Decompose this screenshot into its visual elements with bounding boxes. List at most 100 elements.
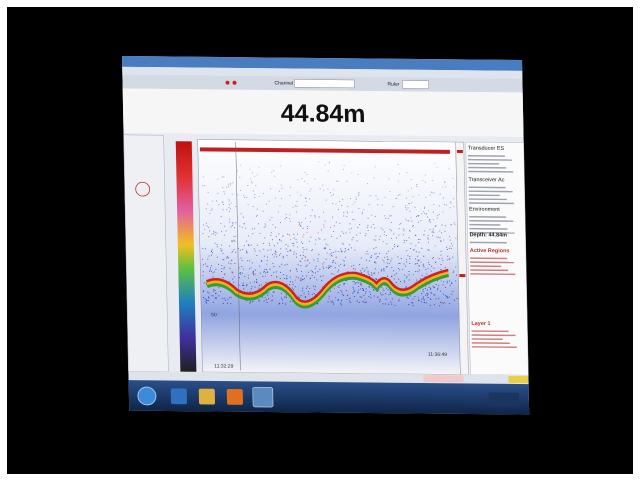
echo-dot bbox=[405, 265, 407, 267]
browser-icon[interactable] bbox=[170, 388, 188, 405]
echo-dot bbox=[226, 256, 228, 258]
echo-dot bbox=[379, 292, 381, 294]
echo-dot bbox=[343, 232, 345, 234]
echo-dot bbox=[375, 195, 377, 197]
echo-dot bbox=[262, 275, 264, 277]
echo-dot bbox=[333, 261, 335, 263]
echo-dot bbox=[375, 262, 377, 264]
echo-dot bbox=[424, 181, 426, 183]
echo-dot bbox=[289, 270, 291, 272]
echo-dot bbox=[451, 243, 453, 245]
echo-dot bbox=[385, 287, 387, 289]
side-text-line bbox=[471, 338, 503, 340]
echo-dot bbox=[402, 234, 404, 236]
echo-dot bbox=[324, 248, 326, 250]
echo-dot bbox=[221, 176, 223, 178]
echo-dot bbox=[342, 168, 344, 170]
ruler-select[interactable] bbox=[402, 80, 429, 89]
echo-dot bbox=[423, 299, 425, 301]
echo-dot bbox=[402, 268, 404, 270]
echo-dot bbox=[298, 224, 300, 226]
echo-dot bbox=[224, 225, 226, 227]
echo-dot bbox=[397, 256, 399, 258]
record-button[interactable] bbox=[225, 80, 230, 85]
echo-dot bbox=[305, 256, 307, 258]
echo-dot bbox=[254, 269, 256, 271]
echo-dot bbox=[335, 296, 337, 298]
echo-dot bbox=[324, 164, 326, 166]
channel-select[interactable] bbox=[294, 79, 355, 89]
echo-dot bbox=[431, 192, 433, 194]
echo-dot bbox=[287, 233, 289, 235]
echo-dot bbox=[378, 252, 380, 254]
echo-dot bbox=[314, 215, 316, 217]
play-button[interactable] bbox=[232, 80, 237, 85]
echo-dot bbox=[228, 198, 230, 200]
echo-dot bbox=[359, 232, 361, 234]
echo-dot bbox=[323, 224, 325, 226]
echo-dot bbox=[409, 210, 411, 212]
cursor-line bbox=[235, 141, 241, 371]
folder-icon[interactable] bbox=[198, 388, 216, 405]
echo-dot bbox=[426, 213, 428, 215]
echo-dot bbox=[242, 216, 244, 218]
echo-dot bbox=[267, 298, 270, 300]
echo-dot bbox=[440, 254, 442, 256]
echo-dot bbox=[282, 299, 284, 301]
echo-dot bbox=[418, 238, 420, 240]
echo-dot bbox=[285, 243, 287, 245]
echo-dot bbox=[300, 265, 302, 267]
echo-dot bbox=[347, 206, 349, 208]
echo-dot bbox=[359, 296, 361, 298]
side-text-line bbox=[468, 170, 514, 173]
echo-dot bbox=[221, 297, 223, 299]
echo-dot bbox=[358, 285, 360, 287]
echo-dot bbox=[409, 230, 411, 232]
echo-dot bbox=[239, 225, 241, 227]
echo-dot bbox=[331, 252, 333, 254]
echo-dot bbox=[270, 188, 272, 190]
echo-dot bbox=[247, 184, 249, 186]
echo-dot bbox=[403, 230, 405, 232]
echo-dot bbox=[353, 281, 355, 283]
color-scale bbox=[175, 141, 197, 372]
echo-dot bbox=[361, 211, 363, 213]
media-icon[interactable] bbox=[226, 388, 244, 405]
echo-dot bbox=[228, 200, 230, 202]
echo-dot bbox=[295, 211, 297, 213]
echo-dot bbox=[424, 230, 426, 232]
echo-dot bbox=[425, 285, 427, 287]
echo-dot bbox=[305, 200, 307, 202]
echo-dot bbox=[328, 265, 330, 267]
echo-dot bbox=[289, 250, 291, 252]
echo-dot bbox=[295, 256, 297, 258]
echo-dot bbox=[271, 295, 273, 297]
echo-dot bbox=[398, 234, 400, 236]
echo-dot bbox=[231, 193, 233, 195]
echo-dot bbox=[322, 263, 324, 265]
echo-dot bbox=[369, 256, 371, 258]
echo-dot bbox=[273, 266, 275, 268]
echo-dot bbox=[337, 292, 339, 294]
echo-dot bbox=[397, 245, 399, 247]
app-icon[interactable] bbox=[252, 386, 274, 408]
echo-dot bbox=[361, 296, 363, 298]
echo-dot bbox=[278, 190, 280, 192]
depth-display: 44.84m bbox=[281, 100, 366, 128]
echo-dot bbox=[433, 267, 435, 269]
echo-dot bbox=[443, 197, 445, 199]
echo-dot bbox=[418, 251, 420, 253]
echo-dot bbox=[390, 215, 392, 217]
echo-dot bbox=[367, 230, 369, 232]
echo-dot bbox=[335, 221, 337, 223]
echo-dot bbox=[280, 184, 282, 186]
echo-dot bbox=[322, 275, 324, 277]
echo-dot bbox=[420, 261, 422, 263]
echo-dot bbox=[242, 282, 244, 284]
echo-dot bbox=[255, 215, 257, 217]
start-button[interactable] bbox=[137, 386, 157, 406]
side-text-line bbox=[469, 231, 515, 234]
echo-dot bbox=[276, 276, 278, 278]
echo-dot bbox=[435, 283, 437, 285]
echo-dot bbox=[314, 272, 316, 274]
